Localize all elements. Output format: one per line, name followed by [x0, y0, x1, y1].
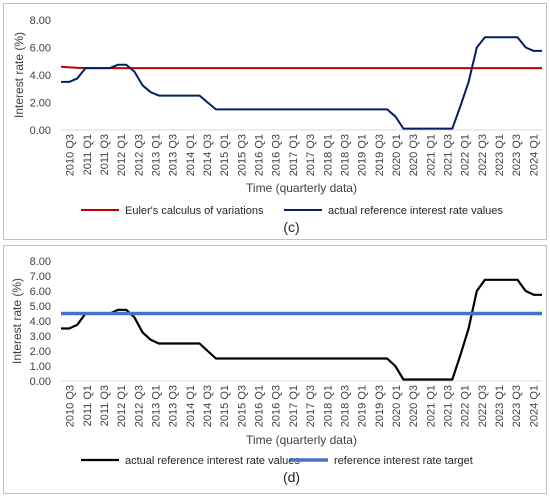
- x-tick-label: 2014 Q1: [185, 385, 197, 427]
- x-tick-label: 2019 Q1: [357, 385, 369, 427]
- x-tick-label: 2020 Q3: [408, 134, 420, 176]
- series-line-2: [61, 36, 542, 130]
- x-tick-label: 2023 Q1: [494, 134, 506, 176]
- x-tick-label: 2013 Q3: [168, 134, 180, 176]
- x-tick-label: 2020 Q1: [391, 385, 403, 427]
- x-tick-label: 2010 Q3: [65, 385, 77, 427]
- x-tick-label: 2019 Q3: [374, 385, 386, 427]
- y-tick-label: 7.00: [30, 271, 51, 283]
- chart-d-svg: 0.00 1.00 2.00 3.00 4.00 5.00 6.00 7.00 8.00 2010…: [10, 256, 542, 485]
- x-tick-label: 2011 Q3: [99, 385, 111, 426]
- chart-panel-c: 0.00 2.00 4.00 6.00 8.00 2010 Q3 2011 Q1 2011 Q…: [3, 3, 547, 240]
- x-tick-label: 2013 Q3: [168, 385, 180, 427]
- x-tick-label: 2011 Q1: [82, 385, 94, 426]
- x-tick-label: 2013 Q1: [150, 385, 162, 427]
- legend-label-1: Euler's calculus of variations: [125, 205, 264, 217]
- x-tick-label: 2021 Q3: [443, 134, 455, 176]
- x-tick-label: 2021 Q1: [425, 134, 437, 176]
- x-axis-title: Time (quarterly data): [246, 181, 357, 195]
- x-tick-label: 2018 Q1: [322, 385, 334, 427]
- x-tick-label: 2010 Q3: [65, 134, 77, 176]
- x-tick-label: 2013 Q1: [150, 134, 162, 176]
- x-axis-title: Time (quarterly data): [246, 433, 357, 447]
- x-tick-label: 2022 Q3: [477, 134, 489, 176]
- x-tick-label: 2014 Q3: [202, 385, 214, 427]
- x-tick-label: 2021 Q3: [443, 385, 455, 427]
- x-tick-label: 2023 Q1: [494, 385, 506, 427]
- panel-label: (d): [283, 469, 300, 485]
- x-tick-label: 2016 Q3: [271, 385, 283, 427]
- x-tick-label: 2014 Q1: [185, 134, 197, 176]
- y-tick-label: 0.00: [30, 376, 51, 388]
- x-tick-label: 2018 Q1: [322, 134, 334, 176]
- x-tick-label: 2023 Q3: [511, 385, 523, 427]
- y-tick-label: 4.00: [30, 316, 51, 328]
- x-tick-label: 2012 Q1: [116, 134, 128, 176]
- x-tick-label: 2015 Q3: [236, 134, 248, 176]
- x-tick-label: 2012 Q3: [133, 134, 145, 176]
- y-tick-label: 0.00: [30, 125, 51, 137]
- x-tick-label: 2012 Q3: [133, 385, 145, 427]
- x-tick-label: 2018 Q3: [339, 385, 351, 427]
- x-tick-label: 2016 Q1: [254, 385, 266, 427]
- x-tick-label: 2019 Q1: [357, 134, 369, 176]
- y-tick-label: 5.00: [30, 301, 51, 313]
- x-tick-label: 2015 Q1: [219, 385, 231, 427]
- x-tick-label: 2021 Q1: [425, 385, 437, 427]
- y-tick-label: 1.00: [30, 361, 51, 373]
- x-tick-label: 2022 Q1: [460, 134, 472, 176]
- x-tick-label: 2020 Q3: [408, 385, 420, 427]
- x-tick-label: 2011 Q1: [82, 134, 94, 175]
- legend-label-2: reference interest rate target: [334, 455, 473, 467]
- x-tick-label: 2012 Q1: [116, 385, 128, 427]
- chart-panel-d: 0.00 1.00 2.00 3.00 4.00 5.00 6.00 7.00 8.00 2010…: [3, 245, 547, 494]
- x-tick-label: 2017 Q1: [288, 134, 300, 176]
- x-tick-label: 2018 Q3: [339, 134, 351, 176]
- y-tick-label: 6.00: [30, 286, 51, 298]
- y-tick-label: 2.00: [30, 98, 51, 110]
- x-tick-label: 2019 Q3: [374, 134, 386, 176]
- x-tick-label: 2024 Q1: [528, 134, 540, 176]
- y-tick-label: 2.00: [30, 346, 51, 358]
- x-tick-label: 2016 Q3: [271, 134, 283, 176]
- x-tick-label: 2016 Q1: [254, 134, 266, 176]
- legend-label-1: actual reference interest rate values: [125, 455, 300, 467]
- legend-label-2: actual reference interest rate values: [328, 205, 503, 217]
- x-tick-label: 2015 Q3: [236, 385, 248, 427]
- series-line-1: [61, 278, 542, 381]
- chart-c-svg: 0.00 2.00 4.00 6.00 8.00 2010 Q3 2011 Q1 2011 Q…: [12, 15, 542, 235]
- x-tick-label: 2020 Q1: [391, 134, 403, 176]
- y-tick-label: 4.00: [30, 70, 51, 82]
- y-tick-label: 8.00: [30, 256, 51, 268]
- x-tick-label: 2022 Q3: [477, 385, 489, 427]
- x-tick-label: 2017 Q3: [305, 385, 317, 427]
- y-tick-label: 8.00: [30, 15, 51, 27]
- x-tick-label: 2011 Q3: [99, 134, 111, 175]
- y-tick-label: 6.00: [30, 43, 51, 55]
- x-tick-label: 2024 Q1: [528, 385, 540, 427]
- x-tick-label: 2014 Q3: [202, 134, 214, 176]
- y-axis-title: Interest rate (%): [10, 278, 24, 364]
- x-tick-label: 2015 Q1: [219, 134, 231, 176]
- y-axis-title: Interest rate (%): [12, 32, 26, 118]
- x-tick-label: 2017 Q3: [305, 134, 317, 176]
- series-line-1: [60, 65, 542, 70]
- x-tick-label: 2017 Q1: [288, 385, 300, 427]
- panel-label: (c): [283, 219, 299, 235]
- y-tick-label: 3.00: [30, 331, 51, 343]
- x-tick-label: 2023 Q3: [511, 134, 523, 176]
- x-tick-label: 2022 Q1: [460, 385, 472, 427]
